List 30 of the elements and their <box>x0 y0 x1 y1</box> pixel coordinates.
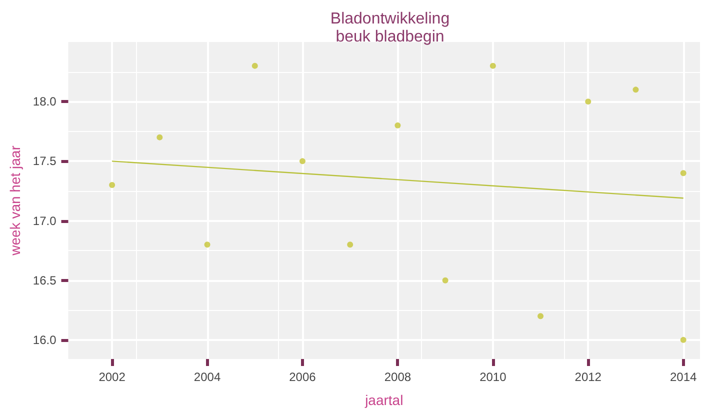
x-tick-label: 2014 <box>670 370 698 384</box>
point <box>442 277 448 284</box>
point <box>299 158 306 164</box>
point <box>347 242 354 248</box>
y-tick-label: 17.0 <box>32 214 57 228</box>
point <box>490 62 496 69</box>
x-tick-label: 2008 <box>384 370 412 384</box>
x-tick-label: 2002 <box>98 370 126 384</box>
x-tick-label: 2012 <box>574 370 602 384</box>
point <box>538 313 544 320</box>
y-tick-label: 16.5 <box>32 273 57 288</box>
point <box>109 182 116 188</box>
x-axis-title: jaartal <box>364 392 404 408</box>
y-tick-label: 16.0 <box>32 332 57 347</box>
y-tick-label: 17.5 <box>32 154 57 168</box>
y-tick-label: 18.0 <box>32 94 57 109</box>
point <box>680 170 686 176</box>
point <box>585 98 592 105</box>
x-tick-label: 2010 <box>480 370 507 384</box>
point <box>680 336 686 343</box>
x-tick-label: 2006 <box>289 370 316 384</box>
y-axis-title: week van het jaar <box>7 145 23 256</box>
chart-title: Bladontwikkeling <box>330 10 450 28</box>
point <box>252 62 258 69</box>
x-tick-label: 2004 <box>194 370 221 384</box>
chart-subtitle: beuk bladbegin <box>336 28 444 46</box>
point <box>204 242 210 248</box>
point <box>156 134 163 140</box>
point <box>394 122 401 128</box>
point <box>632 86 639 93</box>
